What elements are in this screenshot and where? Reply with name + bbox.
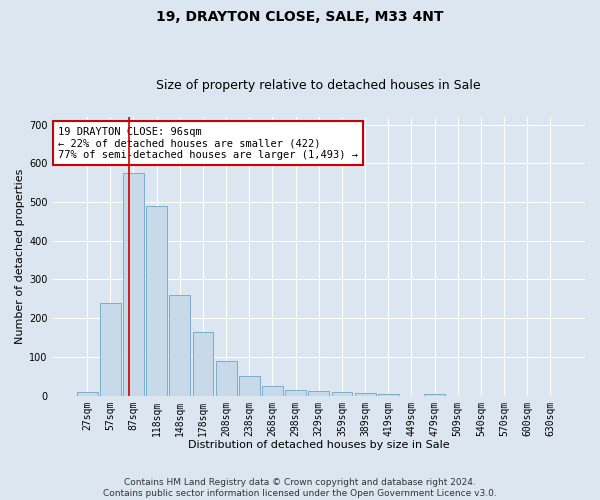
Bar — [100, 302, 121, 396]
Text: 19, DRAYTON CLOSE, SALE, M33 4NT: 19, DRAYTON CLOSE, SALE, M33 4NT — [156, 10, 444, 24]
X-axis label: Distribution of detached houses by size in Sale: Distribution of detached houses by size … — [188, 440, 449, 450]
Bar — [285, 390, 306, 396]
Bar — [123, 173, 144, 396]
Bar — [215, 361, 236, 396]
Y-axis label: Number of detached properties: Number of detached properties — [15, 168, 25, 344]
Bar — [308, 391, 329, 396]
Bar — [169, 295, 190, 396]
Title: Size of property relative to detached houses in Sale: Size of property relative to detached ho… — [157, 79, 481, 92]
Bar — [262, 386, 283, 396]
Text: 19 DRAYTON CLOSE: 96sqm
← 22% of detached houses are smaller (422)
77% of semi-d: 19 DRAYTON CLOSE: 96sqm ← 22% of detache… — [58, 126, 358, 160]
Bar — [146, 206, 167, 396]
Bar — [332, 392, 352, 396]
Bar — [355, 393, 376, 396]
Bar — [239, 376, 260, 396]
Bar — [193, 332, 214, 396]
Bar — [77, 392, 98, 396]
Bar — [378, 394, 398, 396]
Text: Contains HM Land Registry data © Crown copyright and database right 2024.
Contai: Contains HM Land Registry data © Crown c… — [103, 478, 497, 498]
Bar — [424, 394, 445, 396]
